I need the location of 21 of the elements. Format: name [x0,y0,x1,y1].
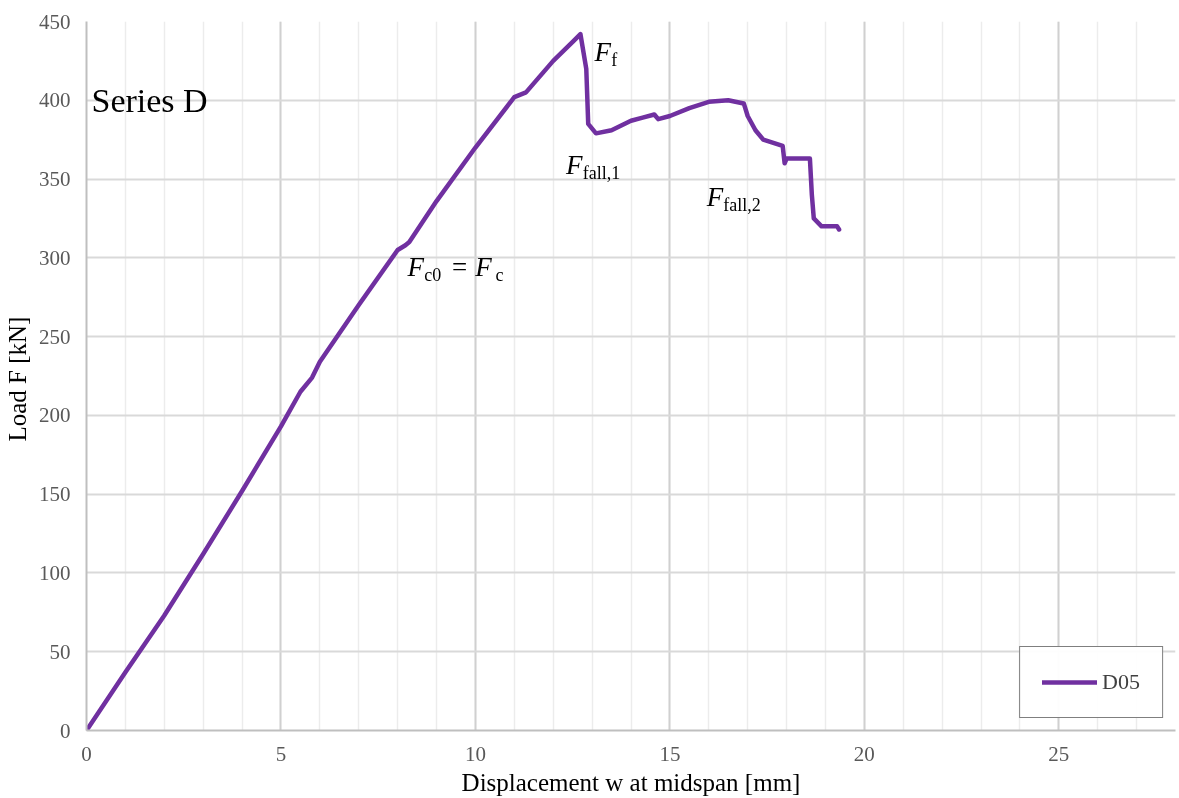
y-tick-label: 150 [39,482,71,507]
x-tick-label: 5 [275,741,287,766]
x-tick-label: 0 [81,741,92,766]
y-tick-label: 50 [49,639,71,664]
x-axis-title: Displacement w at midspan [mm] [461,768,801,796]
x-tick-label: 10 [464,741,486,766]
y-axis-title: Load F [kN] [4,316,31,442]
y-tick-label: 300 [39,245,71,270]
x-tick-label: 25 [1048,741,1070,766]
y-tick-label: 250 [39,324,71,349]
x-tick-label: 15 [659,741,681,766]
y-tick-label: 350 [39,167,71,192]
y-tick-label: 450 [39,9,71,34]
annotation: Series D [91,81,208,119]
y-tick-label: 0 [60,718,71,743]
y-tick-label: 100 [39,560,71,585]
legend-label: D05 [1102,669,1140,695]
x-tick-label: 20 [853,741,875,766]
line-series [86,31,842,731]
y-tick-label: 200 [39,403,71,428]
y-tick-label: 400 [39,88,71,113]
